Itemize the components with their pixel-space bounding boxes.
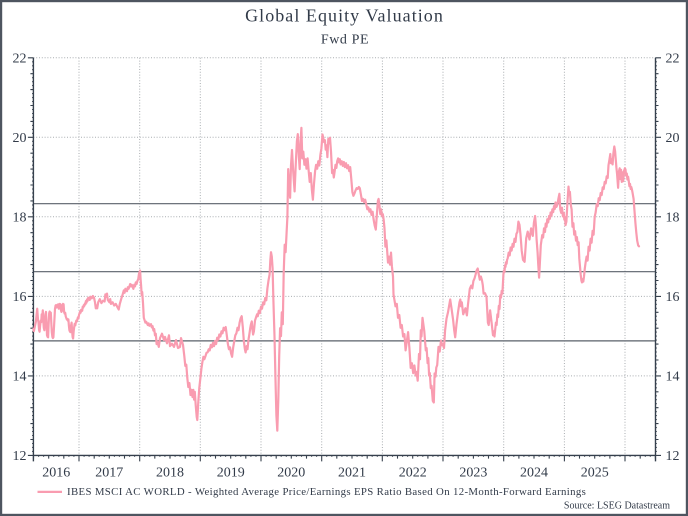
svg-text:2017: 2017 bbox=[95, 466, 123, 481]
svg-text:2019: 2019 bbox=[217, 466, 245, 481]
svg-text:2018: 2018 bbox=[156, 466, 184, 481]
svg-text:2016: 2016 bbox=[42, 466, 70, 481]
svg-text:14: 14 bbox=[666, 370, 680, 385]
svg-text:12: 12 bbox=[13, 449, 27, 464]
svg-text:20: 20 bbox=[13, 131, 27, 146]
svg-text:16: 16 bbox=[666, 290, 680, 305]
svg-text:18: 18 bbox=[13, 210, 27, 225]
svg-text:2021: 2021 bbox=[338, 466, 366, 481]
svg-text:2023: 2023 bbox=[459, 466, 487, 481]
svg-text:2020: 2020 bbox=[277, 466, 305, 481]
svg-text:20: 20 bbox=[666, 131, 680, 146]
svg-text:2022: 2022 bbox=[399, 466, 427, 481]
svg-text:IBES MSCI AC WORLD - Weighted: IBES MSCI AC WORLD - Weighted Average Pr… bbox=[67, 486, 586, 498]
svg-text:2024: 2024 bbox=[520, 466, 548, 481]
svg-text:Fwd PE: Fwd PE bbox=[321, 33, 369, 48]
svg-text:2025: 2025 bbox=[581, 466, 609, 481]
svg-text:18: 18 bbox=[666, 210, 680, 225]
svg-text:Source: LSEG Datastream: Source: LSEG Datastream bbox=[564, 500, 670, 511]
svg-text:16: 16 bbox=[13, 290, 27, 305]
svg-text:Global Equity Valuation: Global Equity Valuation bbox=[245, 6, 444, 26]
svg-text:12: 12 bbox=[666, 449, 680, 464]
svg-text:22: 22 bbox=[13, 51, 27, 66]
svg-text:14: 14 bbox=[13, 370, 27, 385]
svg-text:22: 22 bbox=[666, 51, 680, 66]
